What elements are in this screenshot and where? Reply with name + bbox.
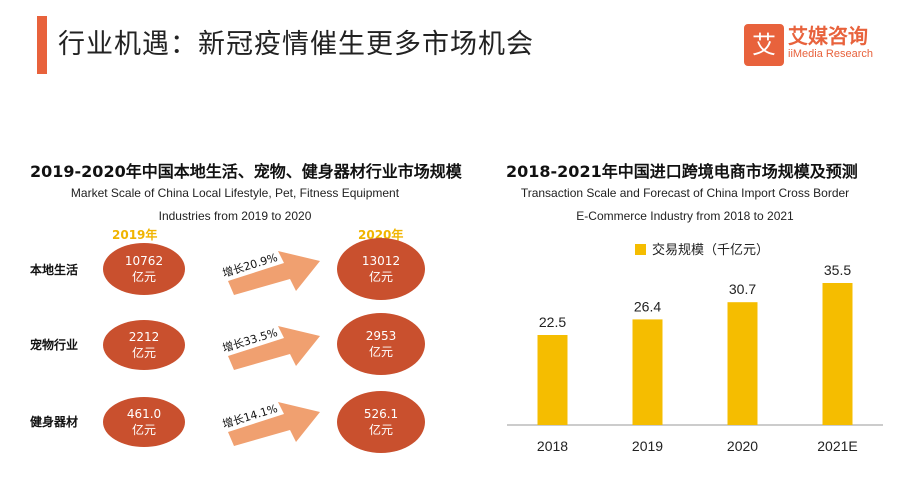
value-number: 2953 [365,329,397,343]
row-label-fitness: 健身器材 [30,415,79,429]
value-2020-fitness: 526.1 亿元 [337,391,425,453]
value-unit: 亿元 [368,270,393,284]
value-unit: 亿元 [368,345,393,359]
data-label: 22.5 [539,314,566,330]
value-number: 2212 [128,330,160,344]
x-tick-label: 2019 [632,438,663,454]
value-unit: 亿元 [368,423,393,437]
value-2019-pet: 2212 亿元 [103,320,185,370]
left-panel-subtitle-2: Industries from 2019 to 2020 [158,209,312,223]
x-tick-label: 2018 [537,438,568,454]
right-panel-subtitle-1: Transaction Scale and Forecast of China … [520,186,850,200]
data-label: 35.5 [824,262,851,278]
value-number: 526.1 [363,407,399,421]
value-2020-local-life: 13012 亿元 [337,238,425,300]
bar [727,302,758,425]
brand-logo: 艾 艾媒咨询 iiMedia Research [744,20,884,68]
row-label-local-life: 本地生活 [30,263,79,277]
x-tick-label: 2021E [817,438,857,454]
legend-swatch [635,244,646,255]
x-tick-label: 2020 [727,438,758,454]
bar-chart: 交易规模（千亿元） 22.5 2018 26.4 2019 30.7 2020 35.5 202… [507,242,883,454]
right-panel-title: 2018-2021年中国进口跨境电商市场规模及预测 [506,162,858,181]
year-2019-label: 2019年 [112,228,158,242]
right-panel-subtitle-2: E-Commerce Industry from 2018 to 2021 [576,209,794,223]
value-unit: 亿元 [131,423,156,437]
brand-name-cn: 艾媒咨询 [788,24,868,48]
value-number: 13012 [361,254,401,268]
value-2020-pet: 2953 亿元 [337,313,425,375]
page-title: 行业机遇：新冠疫情催生更多市场机会 [58,29,534,60]
left-panel-subtitle-1: Market Scale of China Local Lifestyle, P… [70,186,400,200]
value-2019-fitness: 461.0 亿元 [103,397,185,447]
value-unit: 亿元 [131,270,156,284]
data-label: 26.4 [634,298,661,314]
value-2019-local-life: 10762 亿元 [103,243,185,295]
row-label-pet: 宠物行业 [30,338,79,352]
growth-arrow-icon [228,402,320,446]
brand-icon: 艾 [744,24,784,66]
growth-arrow-icon [228,326,320,370]
data-label: 30.7 [729,281,756,297]
title-accent-bar [37,16,47,74]
brand-name-en: iiMedia Research [788,48,873,60]
value-unit: 亿元 [131,346,156,360]
bar [537,335,568,425]
value-number: 461.0 [126,407,162,421]
value-number: 10762 [124,254,164,268]
bar [632,319,663,425]
growth-arrow-icon [228,251,320,295]
bar [822,283,853,425]
left-panel-title: 2019-2020年中国本地生活、宠物、健身器材行业市场规模 [30,162,462,181]
legend-label: 交易规模（千亿元） [652,242,769,258]
